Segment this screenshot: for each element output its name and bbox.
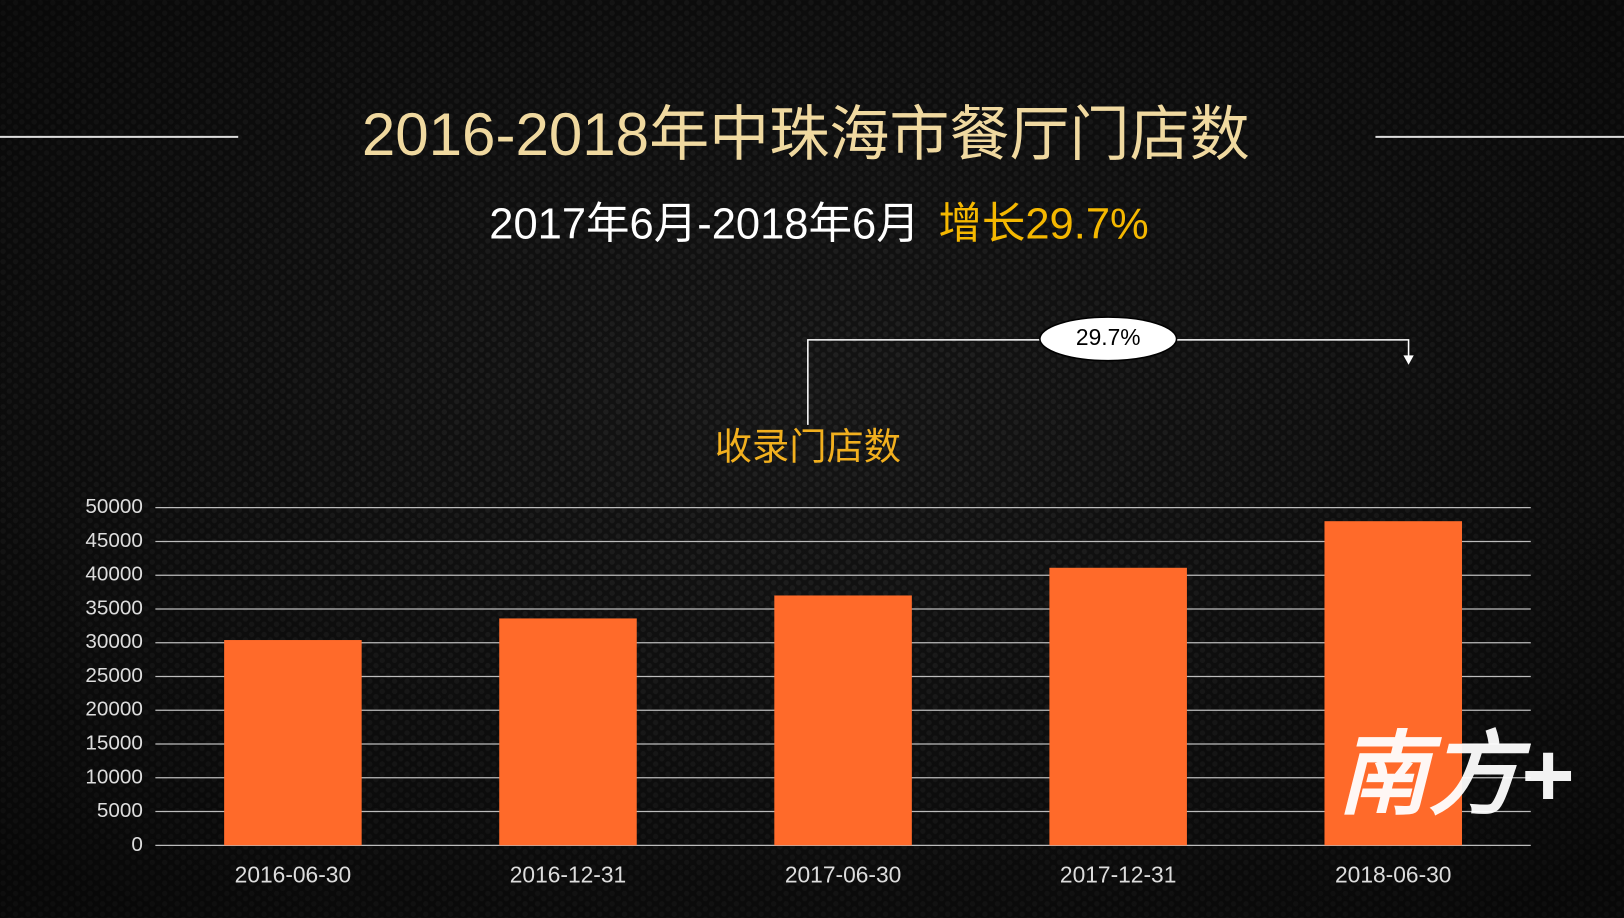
y-tick-label: 5000 [97, 799, 143, 822]
y-tick-label: 35000 [85, 596, 143, 619]
y-tick-label: 10000 [85, 765, 143, 788]
y-tick-label: 0 [131, 833, 143, 856]
arrow-head [1403, 355, 1414, 365]
y-tick-label: 50000 [85, 495, 143, 518]
bar [499, 618, 637, 846]
y-tick-label: 20000 [85, 698, 143, 721]
bar [1324, 521, 1463, 846]
subtitle: 2017年6月-2018年6月 [489, 200, 919, 248]
subtitle-highlight: 增长29.7% [938, 200, 1148, 248]
x-tick-label: 2017-06-30 [785, 861, 901, 887]
legend-label: 收录门店数 [715, 426, 901, 468]
x-tick-label: 2017-12-31 [1060, 861, 1176, 887]
chart-title: 2016-2018年中珠海市餐厅门店数 [362, 101, 1250, 168]
y-tick-label: 45000 [85, 529, 143, 552]
y-tick-label: 25000 [85, 664, 143, 687]
y-tick-label: 30000 [85, 630, 143, 653]
annotation-bubble [1039, 316, 1178, 362]
annotation: 29.7% [1076, 324, 1141, 350]
y-tick-label: 40000 [85, 563, 143, 586]
x-tick-label: 2018-06-30 [1335, 861, 1451, 887]
watermark: 南方+ [1337, 724, 1572, 826]
bar [774, 595, 912, 846]
y-tick-label: 15000 [85, 731, 143, 754]
bar [1049, 567, 1187, 846]
x-tick-label: 2016-06-30 [235, 861, 351, 887]
bar [224, 640, 362, 846]
plot-area: 0 5000 10000 15000 20000 25000 30000 35000 40000… [85, 495, 1531, 887]
x-tick-label: 2016-12-31 [510, 861, 626, 887]
